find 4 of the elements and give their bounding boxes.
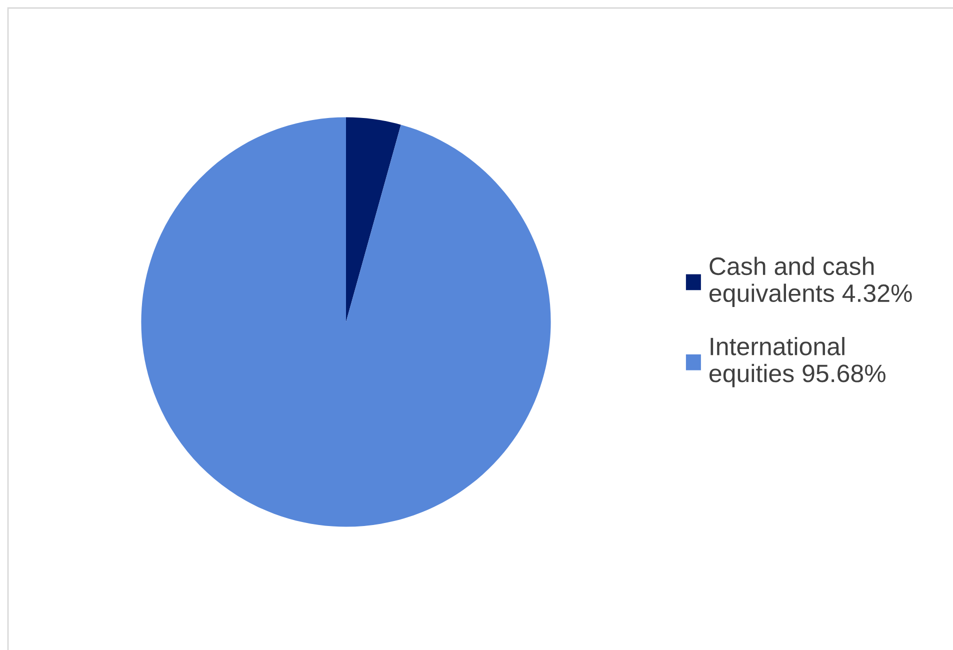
legend-label: Cash and cash equivalents 4.32% (710, 256, 912, 307)
legend-label: International equities 95.68% (710, 337, 886, 388)
pie-slice (346, 117, 401, 322)
pie-slice (141, 117, 551, 527)
